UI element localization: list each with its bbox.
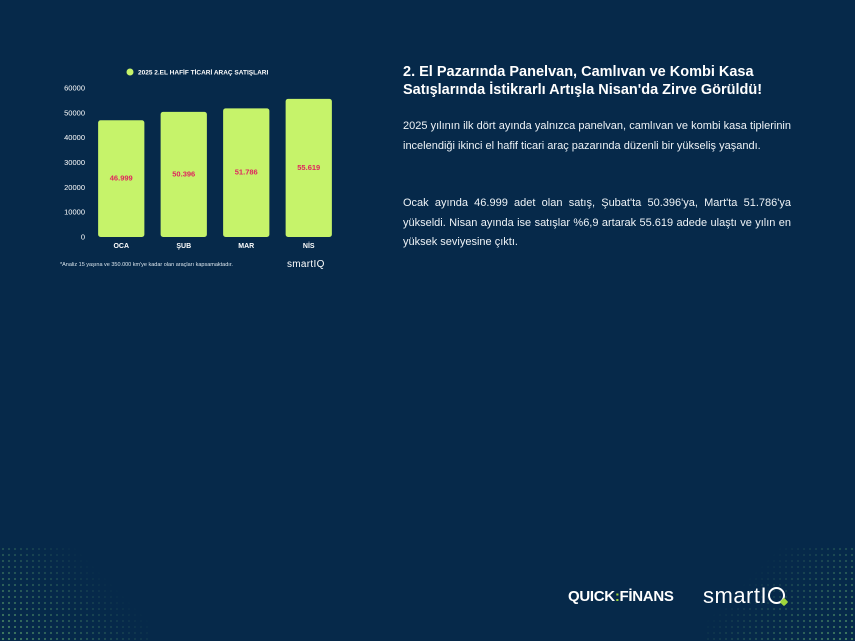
- decorative-dots-left: [0, 546, 150, 641]
- article-paragraph-2: Ocak ayında 46.999 adet olan satış, Şuba…: [403, 197, 791, 248]
- quick-logo-colon: :: [614, 588, 620, 605]
- data-label: 50.396: [172, 169, 195, 178]
- y-tick-label: 40000: [64, 133, 85, 142]
- quick-logo-text: QUICK: [568, 588, 615, 605]
- data-label: 55.619: [297, 163, 320, 172]
- finans-logo-text: FİNANS: [619, 588, 674, 605]
- y-tick-label: 50000: [64, 108, 85, 117]
- legend-marker: [126, 68, 134, 76]
- sales-bar-chart: 2025 2.EL HAFİF TİCARİ ARAÇ SATIŞLARI 0 10…: [64, 68, 332, 250]
- x-tick-label: OCA: [113, 243, 129, 250]
- x-tick-label: ŞUB: [176, 243, 191, 250]
- data-label: 46.999: [110, 174, 133, 183]
- chart-brand-logo: smartIQ: [287, 259, 325, 270]
- y-tick-label: 60000: [64, 84, 85, 93]
- data-label: 51.786: [235, 168, 258, 177]
- article-heading: 2. El Pazarında Panelvan, Camlıvan ve Ko…: [403, 64, 763, 98]
- chart-footnote: *Analiz 15 yaşına ve 350.000 km'ye kadar…: [60, 262, 233, 268]
- smartiq-logo-text: smartI: [703, 583, 768, 608]
- smartiq-logo: smartI: [703, 583, 786, 609]
- x-tick-label: MAR: [238, 243, 254, 250]
- bar: [160, 111, 207, 237]
- quick-finans-logo: QUICK:FİNANS: [568, 588, 674, 605]
- y-tick-label: 20000: [64, 183, 85, 192]
- bar: [223, 108, 270, 237]
- bar: [285, 98, 332, 237]
- y-tick-label: 10000: [64, 208, 85, 217]
- smartiq-q-icon: [768, 586, 786, 604]
- y-tick-label: 0: [81, 233, 85, 242]
- article-paragraph-1: 2025 yılının ilk dört ayında yalnızca pa…: [403, 120, 791, 152]
- x-tick-label: NİS: [303, 242, 315, 250]
- legend-label: 2025 2.EL HAFİF TİCARİ ARAÇ SATIŞLARI: [138, 69, 268, 77]
- y-tick-label: 30000: [64, 158, 85, 167]
- bar: [98, 120, 145, 237]
